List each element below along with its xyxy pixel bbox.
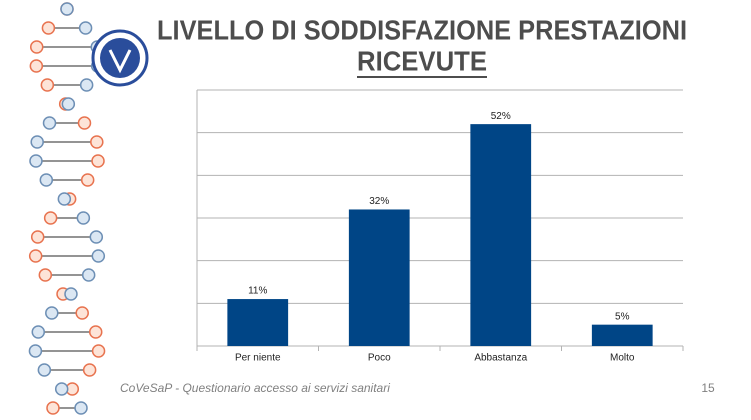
data-label: 52% — [491, 111, 511, 122]
x-tick-label: Abbastanza — [474, 353, 527, 364]
dna-node — [29, 154, 43, 168]
dna-node — [81, 268, 96, 282]
x-tick-label: Poco — [368, 353, 391, 364]
chart-subtitle: RICEVUTE — [357, 45, 487, 76]
dna-node — [30, 230, 45, 244]
dna-node — [64, 287, 78, 301]
dna-node — [80, 173, 95, 187]
dna-node — [82, 363, 97, 377]
footer: CoVeSaP - Questionario accesso ai serviz… — [120, 381, 390, 395]
logo-mark — [108, 49, 132, 74]
dna-node — [37, 363, 52, 377]
dna-node — [28, 344, 43, 358]
chart-title: LIVELLO DI SODDISFAZIONE PRESTAZIONI — [157, 14, 687, 45]
bar — [470, 124, 532, 346]
dna-node — [31, 325, 46, 339]
dna-node — [77, 116, 92, 130]
x-tick-label: Molto — [610, 353, 635, 364]
dna-node — [40, 78, 55, 92]
dna-node — [90, 135, 104, 149]
dna-node — [75, 306, 89, 320]
page-number: 15 — [701, 381, 715, 395]
dna-node — [91, 344, 106, 358]
plot-area: Per niente 11% Poco 32% Abbastanza 52% Molto 5% — [196, 89, 684, 364]
bar — [227, 299, 289, 346]
dna-node — [76, 211, 91, 225]
dna-node — [60, 2, 74, 16]
x-tick-label: Per niente — [235, 353, 281, 364]
data-label: 5% — [615, 311, 630, 322]
logo-core — [100, 38, 140, 78]
dna-node — [28, 249, 43, 263]
dna-node — [41, 21, 56, 35]
dna-node — [91, 249, 106, 263]
dna-node — [91, 154, 105, 168]
dna-node — [46, 401, 60, 415]
dna-node — [74, 401, 88, 415]
dna-node — [38, 268, 53, 282]
logo — [91, 29, 149, 87]
dna-node — [29, 40, 44, 54]
dna-node — [29, 59, 44, 73]
dna-node — [57, 192, 72, 206]
dna-node — [39, 173, 54, 187]
dna-node — [30, 135, 44, 149]
dna-node — [79, 78, 94, 92]
bar — [591, 324, 653, 346]
dna-node — [78, 21, 93, 35]
data-label: 32% — [369, 196, 389, 207]
dna-node — [45, 306, 59, 320]
dna-node — [88, 325, 103, 339]
data-label: 11% — [248, 286, 267, 297]
dna-node — [61, 97, 76, 111]
dna-node — [54, 382, 69, 396]
dna-node — [43, 211, 58, 225]
bar — [348, 209, 410, 346]
dna-node — [89, 230, 104, 244]
dna-node — [42, 116, 57, 130]
